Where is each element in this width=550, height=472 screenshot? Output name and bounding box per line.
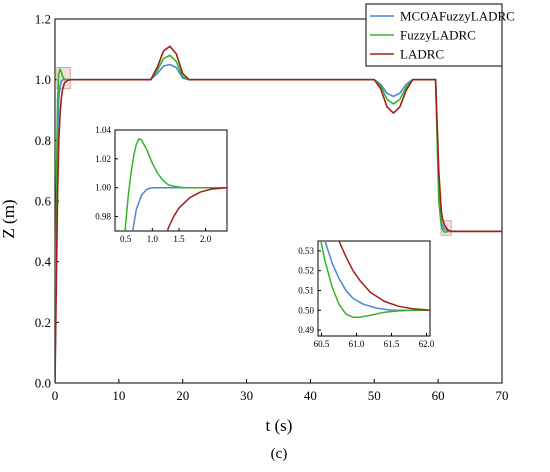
inset-series-ladrc <box>338 241 430 312</box>
inset-series-fuzzyladrc <box>320 241 430 318</box>
main-x-tick-label: 20 <box>176 388 189 403</box>
inset-plot: 60.5 61.0 61.5 62.0 0.49 0.50 0.51 0.52 0.53 <box>298 240 435 349</box>
inset-y-tick-label: 0.50 <box>298 305 314 315</box>
inset-x-tick-label: 2.0 <box>200 234 212 244</box>
y-axis-title: Z (m) <box>0 199 18 238</box>
main-x-tick-label: 0 <box>52 388 59 403</box>
main-y-tick-label: 0.4 <box>35 254 52 269</box>
main-x-tick-label: 70 <box>496 388 509 403</box>
inset-x-tick-label: 0.5 <box>120 234 132 244</box>
inset-y-tick-label: 0.51 <box>298 285 314 295</box>
inset-y-tick-label: 0.52 <box>298 266 314 276</box>
main-y-tick-label: 0.6 <box>35 194 52 209</box>
main-y-tick-label: 0.2 <box>35 315 51 330</box>
inset-y-tick-label: 0.98 <box>95 212 111 222</box>
legend-label-ladrc: LADRC <box>400 47 444 62</box>
main-series-fuzzyladrc <box>55 54 502 383</box>
inset-plot: 0.5 1.0 1.5 2.0 0.98 1.00 1.02 1.04 <box>95 125 228 244</box>
legend: MCOAFuzzyLADRC FuzzyLADRC LADRC <box>365 3 515 67</box>
insets: 0.5 1.0 1.5 2.0 0.98 1.00 1.02 1.04 60.5 61.0 61.5… <box>95 125 435 349</box>
main-y-tick-label: 1.2 <box>35 12 51 27</box>
inset-x-tick-label: 60.5 <box>314 339 330 349</box>
inset-frame <box>114 129 228 232</box>
main-x-tick-label: 30 <box>240 388 253 403</box>
panel-label: (c) <box>271 446 288 462</box>
inset-x-tick-label: 61.0 <box>349 339 365 349</box>
legend-label-mcoafuzzyladrc: MCOAFuzzyLADRC <box>400 9 515 24</box>
main-x-tick-label: 50 <box>368 388 381 403</box>
inset-series-ladrc <box>166 186 227 231</box>
main-y-tick-label: 0.8 <box>35 133 51 148</box>
inset-x-tick-label: 1.5 <box>173 234 185 244</box>
inset-x-tick-label: 61.5 <box>384 339 400 349</box>
main-plot: 0 10 20 30 40 50 60 70 0.0 0.2 0.4 0.6 0.8 1.0 1.2 <box>35 12 509 404</box>
inset-frame <box>317 240 431 337</box>
inset-x-tick-label: 1.0 <box>147 234 159 244</box>
inset-x-tick-label: 62.0 <box>419 339 435 349</box>
legend-label-fuzzyladrc: FuzzyLADRC <box>400 28 476 43</box>
main-y-tick-label: 0.0 <box>35 376 51 391</box>
inset-y-tick-label: 0.53 <box>298 246 314 256</box>
inset-series-fuzzyladrc <box>124 137 227 231</box>
main-series-ladrc <box>55 45 502 383</box>
x-axis-title: t (s) <box>266 416 293 435</box>
inset-y-tick-label: 1.00 <box>95 183 111 193</box>
inset-y-tick-label: 0.49 <box>298 325 314 335</box>
main-x-tick-label: 10 <box>112 388 125 403</box>
inset-y-tick-label: 1.04 <box>95 125 111 135</box>
main-x-tick-label: 40 <box>304 388 317 403</box>
main-x-tick-label: 60 <box>432 388 445 403</box>
inset-y-tick-label: 1.02 <box>95 154 111 164</box>
main-y-tick-label: 1.0 <box>35 72 51 87</box>
